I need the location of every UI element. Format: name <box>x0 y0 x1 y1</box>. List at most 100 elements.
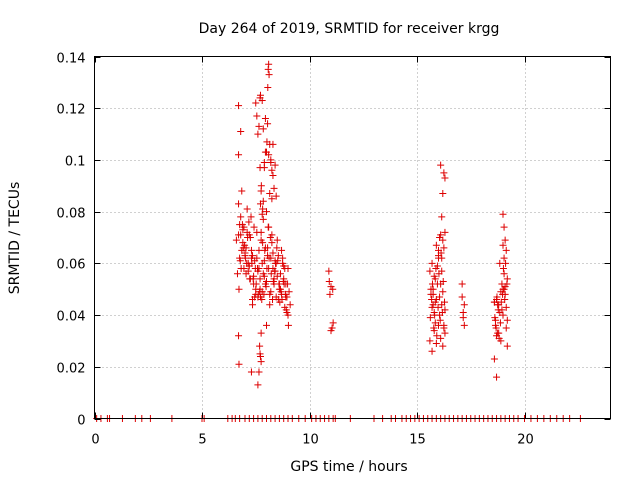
data-point <box>271 267 279 275</box>
data-point <box>437 334 445 342</box>
data-point <box>435 252 442 260</box>
y-tick-label: 0.04 <box>57 310 86 325</box>
data-point <box>263 148 270 156</box>
data-point <box>436 316 444 324</box>
data-point <box>500 270 508 278</box>
data-point <box>500 223 508 231</box>
data-point <box>500 285 508 293</box>
data-point <box>273 272 281 280</box>
data-point <box>238 187 246 195</box>
y-tick-label: 0.02 <box>57 362 86 377</box>
data-point <box>241 254 249 262</box>
x-axis-title: GPS time / hours <box>290 459 407 475</box>
data-point <box>440 169 448 177</box>
data-point <box>269 249 277 257</box>
data-point <box>278 246 286 254</box>
data-point <box>441 228 449 236</box>
data-point <box>267 156 275 164</box>
data-point <box>325 277 333 285</box>
data-point <box>266 234 274 241</box>
data-point <box>237 231 245 239</box>
data-point <box>432 340 440 348</box>
data-point <box>253 265 261 273</box>
data-point <box>235 285 243 293</box>
data-point <box>237 127 245 135</box>
data-point <box>257 329 265 337</box>
data-point <box>437 161 445 169</box>
data-point <box>262 283 270 291</box>
data-point <box>428 296 436 304</box>
data-point <box>269 277 277 285</box>
data-point <box>260 164 268 172</box>
data-point <box>250 223 258 231</box>
data-point <box>256 91 264 99</box>
data-point <box>236 257 244 265</box>
data-point <box>500 254 508 262</box>
data-point <box>458 293 466 301</box>
data-point <box>499 241 507 249</box>
data-point <box>257 358 265 366</box>
x-tick-label: 15 <box>409 433 426 448</box>
data-point <box>282 306 290 314</box>
data-point <box>499 210 507 218</box>
data-point <box>264 120 272 128</box>
data-points <box>93 60 584 422</box>
data-point <box>426 267 434 275</box>
data-point <box>458 280 466 288</box>
data-point <box>426 314 434 322</box>
data-point <box>430 327 438 335</box>
data-point <box>430 272 438 280</box>
data-point <box>431 319 439 327</box>
data-point <box>329 285 337 293</box>
data-point <box>271 161 279 169</box>
data-point <box>329 319 337 327</box>
data-point <box>268 166 276 174</box>
data-point <box>264 223 272 231</box>
data-point <box>252 280 260 288</box>
data-point <box>274 257 282 265</box>
data-point <box>440 324 448 332</box>
data-point <box>440 244 448 252</box>
y-tick-label: 0.08 <box>57 207 86 222</box>
data-point <box>436 293 444 301</box>
y-axis-title: SRMTID / TECUs <box>7 182 23 295</box>
data-point <box>493 373 501 381</box>
data-point <box>257 182 265 190</box>
chart-title: Day 264 of 2019, SRMTID for receiver krg… <box>199 21 500 37</box>
data-point <box>439 190 447 198</box>
data-point <box>255 368 263 376</box>
data-point <box>441 174 449 182</box>
data-point <box>269 171 277 179</box>
data-point <box>256 288 264 296</box>
data-point <box>243 259 251 267</box>
data-point <box>278 296 286 304</box>
data-point <box>244 234 252 241</box>
data-point <box>286 301 294 309</box>
y-tick-label: 0.1 <box>65 155 86 170</box>
data-point <box>428 347 436 355</box>
data-point <box>255 122 263 130</box>
data-point <box>235 151 243 159</box>
data-point <box>493 293 501 301</box>
data-point <box>254 130 262 138</box>
data-point <box>327 327 335 335</box>
data-point <box>233 270 241 278</box>
data-point <box>428 259 436 267</box>
data-point <box>432 265 440 273</box>
plot-frame <box>94 56 611 419</box>
data-point <box>261 246 269 254</box>
data-point <box>284 265 292 273</box>
data-point <box>258 96 266 104</box>
data-point <box>273 236 281 244</box>
data-point <box>266 301 274 309</box>
data-point <box>263 208 270 216</box>
data-point <box>496 319 504 327</box>
data-point <box>433 280 441 288</box>
data-point <box>238 221 246 229</box>
data-point <box>460 301 468 309</box>
data-point <box>259 239 267 247</box>
data-point <box>263 321 270 329</box>
data-point <box>498 306 506 314</box>
